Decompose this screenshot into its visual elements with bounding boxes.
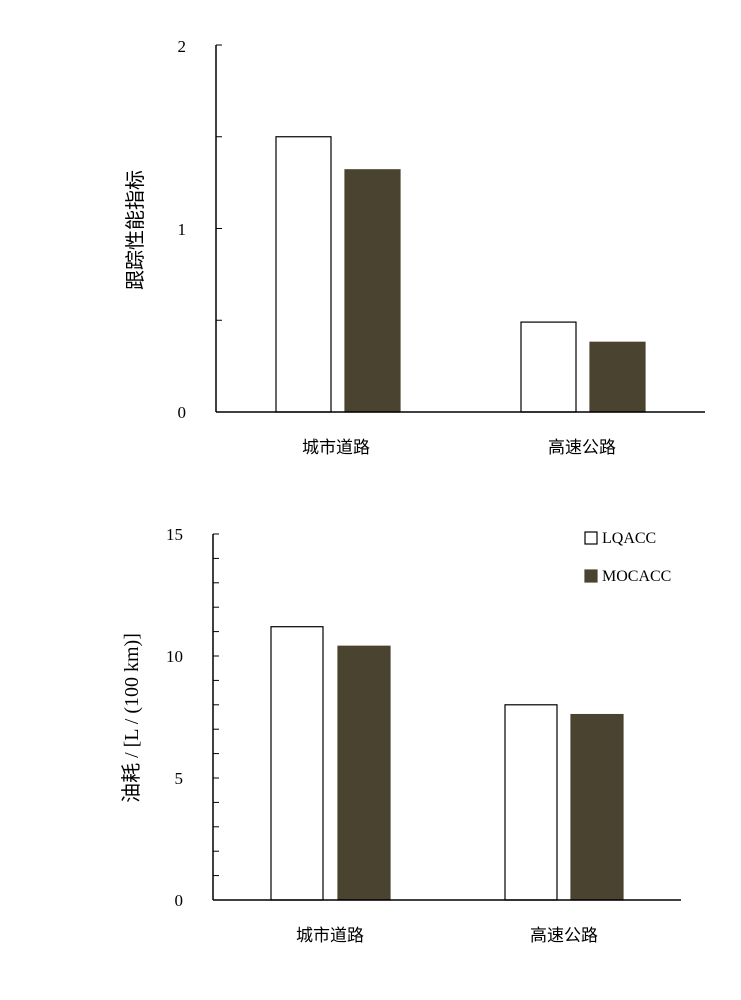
- plot1-bars: [275, 136, 646, 413]
- plot2-ytick-5: 5: [175, 769, 184, 788]
- plot2-xtick-highway: 高速公路: [530, 926, 598, 945]
- legend-swatch-lqacc: [584, 531, 598, 545]
- bar-lqacc-highway: [520, 321, 577, 413]
- plot2-bars: [270, 626, 624, 901]
- plot1-xtick-highway: 高速公路: [548, 438, 616, 457]
- legend: LQACC MOCACC: [584, 530, 671, 585]
- bar-mocacc-highway: [570, 713, 624, 901]
- plot2-ytick-15: 15: [166, 525, 183, 544]
- bar-lqacc-urban: [270, 626, 324, 901]
- plot2-y-axis-label: 油耗 / [L / (100 km)]: [120, 633, 143, 803]
- plot2-ytick-10: 10: [166, 647, 183, 666]
- plot1-xtick-urban: 城市道路: [302, 438, 370, 457]
- bar-mocacc-highway: [589, 341, 646, 413]
- chart-fuel-consumption: 0 5 10 15 城市道路 高速公路 油耗 / [L / (100 km)] …: [120, 525, 681, 945]
- plot1-tick-marks: [216, 44, 222, 413]
- plot2-tick-marks: [213, 533, 219, 901]
- legend-label-lqacc: LQACC: [602, 530, 656, 547]
- plot1-ytick-0: 0: [178, 403, 187, 422]
- legend-label-mocacc: MOCACC: [602, 568, 671, 585]
- bar-lqacc-highway: [504, 704, 558, 901]
- bar-lqacc-urban: [275, 136, 332, 413]
- plot1-y-axis-label: 跟踪性能指标: [124, 170, 147, 290]
- plot2-xtick-urban: 城市道路: [296, 926, 364, 945]
- legend-swatch-mocacc: [584, 569, 598, 583]
- plot1-ytick-1: 1: [178, 220, 187, 239]
- plot2-ytick-0: 0: [175, 891, 184, 910]
- plot1-ytick-2: 2: [178, 37, 187, 56]
- chart-tracking-performance: 0 1 2 城市道路 高速公路 跟踪性能指标: [124, 37, 705, 457]
- bar-mocacc-urban: [344, 169, 401, 413]
- bar-mocacc-urban: [337, 645, 391, 901]
